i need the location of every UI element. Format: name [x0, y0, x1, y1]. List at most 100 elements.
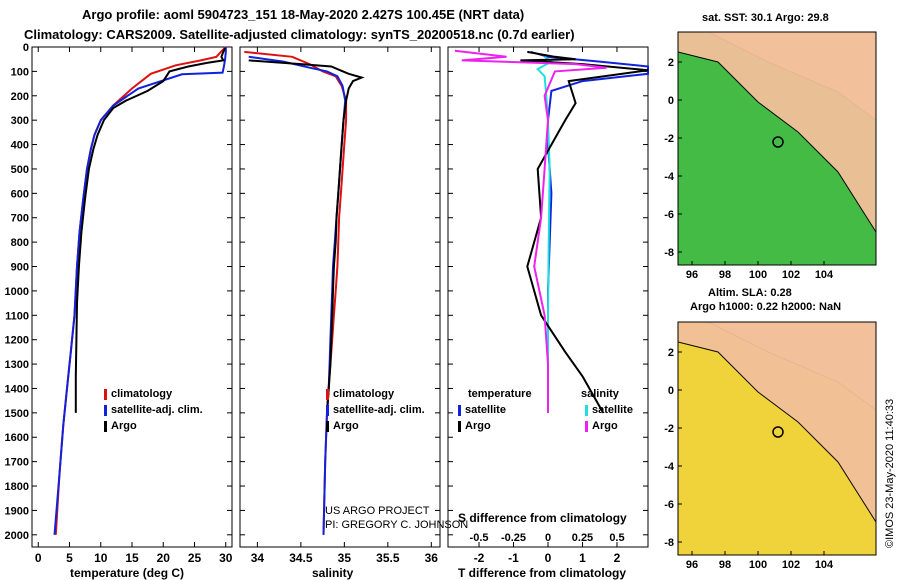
series-line-temperature-argo [520, 50, 649, 414]
x-tick-label: -1 [508, 551, 519, 565]
salinity-difference-axis-title: S difference from climatology [458, 511, 627, 525]
x-tick-label-secondary: 0.25 [572, 532, 593, 544]
plot-frame [31, 46, 233, 548]
map-y-tick-label: 0 [668, 95, 674, 107]
legend-argo: Argo [326, 420, 359, 432]
map-x-tick-label: 98 [719, 269, 731, 281]
depth-tick-label: 400 [11, 140, 29, 152]
depth-tick-label: 1700 [5, 457, 29, 469]
legend-label: Argo [592, 420, 618, 432]
map-x-tick-label: 96 [686, 269, 698, 281]
map-y-tick-label: -2 [664, 423, 674, 435]
depth-tick-label: 700 [11, 213, 29, 225]
series-line-satellite-adj-clim- [53, 47, 227, 535]
legend-swatch-blue [326, 404, 329, 416]
legend-label: climatology [111, 388, 173, 400]
profile-title: Argo profile: aoml 5904723_151 18-May-20… [82, 7, 525, 22]
x-tick-label-secondary: 0.5 [609, 532, 624, 544]
map-x-tick-label: 98 [719, 559, 731, 571]
x-tick-label: 34 [251, 551, 265, 565]
depth-tick-label: 1000 [5, 286, 29, 298]
x-tick-label: 35.5 [376, 551, 400, 565]
legend-climatology: climatology [104, 388, 172, 400]
depth-tick-label: 300 [11, 115, 29, 127]
salinity-axis-title: salinity [312, 566, 354, 580]
depth-tick-label: 800 [11, 237, 29, 249]
map-x-tick-label: 102 [782, 559, 800, 571]
map-x-tick-label: 100 [749, 559, 767, 571]
legend-satellite: satellite-adj. clim. [326, 404, 425, 416]
legend-swatch-magenta [585, 420, 588, 432]
legend-label: satellite [465, 404, 506, 416]
depth-tick-label: 100 [11, 66, 29, 78]
x-tick-label: 15 [125, 551, 139, 565]
map-y-tick-label: 2 [668, 347, 674, 359]
depth-tick-label: 1500 [5, 408, 29, 420]
x-tick-label: 0 [545, 551, 552, 565]
legend-temp-satellite: satellite [458, 404, 506, 416]
sst-map: 96 98 100 102 104 2 0 -2 -4 -6 -8 [664, 31, 877, 281]
legend-sal-argo: Argo [585, 420, 618, 432]
sst-map-title: sat. SST: 30.1 Argo: 29.8 [702, 12, 829, 24]
map-y-tick-label: -4 [664, 461, 675, 473]
chart-panel-difference: -2 -1 0 1 2 -0.5 -0.25 0 0.25 0.5 [447, 46, 649, 565]
x-tick-label-secondary: 0 [545, 532, 551, 544]
depth-tick-label: 1200 [5, 335, 29, 347]
x-tick-label: 0 [35, 551, 42, 565]
sla-map-title: Altim. SLA: 0.28 [708, 287, 792, 299]
difference-axis-title: T difference from climatology [458, 566, 627, 580]
legend-label: climatology [333, 388, 395, 400]
legend-swatch-red [104, 388, 107, 400]
depth-tick-label: 600 [11, 188, 29, 200]
legend-swatch-cyan [585, 404, 588, 416]
sla-map: 96 98 100 102 104 2 0 -2 -4 -6 -8 [664, 321, 877, 571]
map-y-tick-label: 0 [668, 385, 674, 397]
legend-label: Argo [465, 420, 491, 432]
depth-tick-label: 2000 [5, 530, 29, 542]
plot-frame [239, 46, 441, 548]
map-x-tick-label: 100 [749, 269, 767, 281]
x-tick-label: 25 [188, 551, 202, 565]
depth-tick-label: 1800 [5, 481, 29, 493]
pi-credit: PI: GREGORY C. JOHNSON [325, 519, 469, 531]
series-line-satellite-adj-clim- [248, 55, 347, 535]
legend-swatch-black [326, 420, 329, 432]
legend-swatch-black [104, 420, 107, 432]
depth-tick-label: 500 [11, 164, 29, 176]
map-y-tick-label: -8 [664, 247, 674, 259]
map-y-tick-label: 2 [668, 57, 674, 69]
legend-argo: Argo [104, 420, 137, 432]
series-line-salinity-argo [454, 49, 607, 413]
legend-swatch-blue [104, 404, 107, 416]
legend-temperature-header: temperature [468, 388, 532, 400]
depth-tick-label: 1100 [5, 310, 29, 322]
legend-label: satellite-adj. clim. [333, 404, 425, 416]
x-tick-label: 20 [157, 551, 171, 565]
x-tick-label: 5 [66, 551, 73, 565]
x-tick-label-secondary: -0.25 [501, 532, 526, 544]
map-y-tick-label: -6 [664, 499, 674, 511]
x-tick-label: 35 [338, 551, 352, 565]
sla-map-subtitle: Argo h1000: 0.22 h2000: NaN [690, 301, 842, 313]
x-tick-label: 36 [425, 551, 439, 565]
legend-swatch-red [326, 388, 329, 400]
x-tick-label: 30 [219, 551, 233, 565]
depth-tick-label: 1600 [5, 432, 29, 444]
legend-swatch-blue [458, 404, 461, 416]
x-tick-label: -2 [474, 551, 485, 565]
legend-swatch-black [458, 420, 461, 432]
legend-label: salinity [581, 388, 619, 400]
climatology-title: Climatology: CARS2009. Satellite-adjuste… [24, 27, 575, 42]
x-tick-label: 2 [614, 551, 621, 565]
legend-label: temperature [468, 388, 532, 400]
map-x-tick-label: 104 [815, 559, 834, 571]
legend-label: Argo [333, 420, 359, 432]
map-x-tick-label: 102 [782, 269, 800, 281]
series-line-argo [74, 47, 226, 413]
series-line-climatology [54, 46, 227, 535]
map-frame [677, 321, 877, 556]
imos-stamp: ©IMOS 23-May-2020 11:40:33 [884, 398, 896, 548]
depth-tick-label: 900 [11, 262, 29, 274]
legend-satellite: satellite-adj. clim. [104, 404, 203, 416]
